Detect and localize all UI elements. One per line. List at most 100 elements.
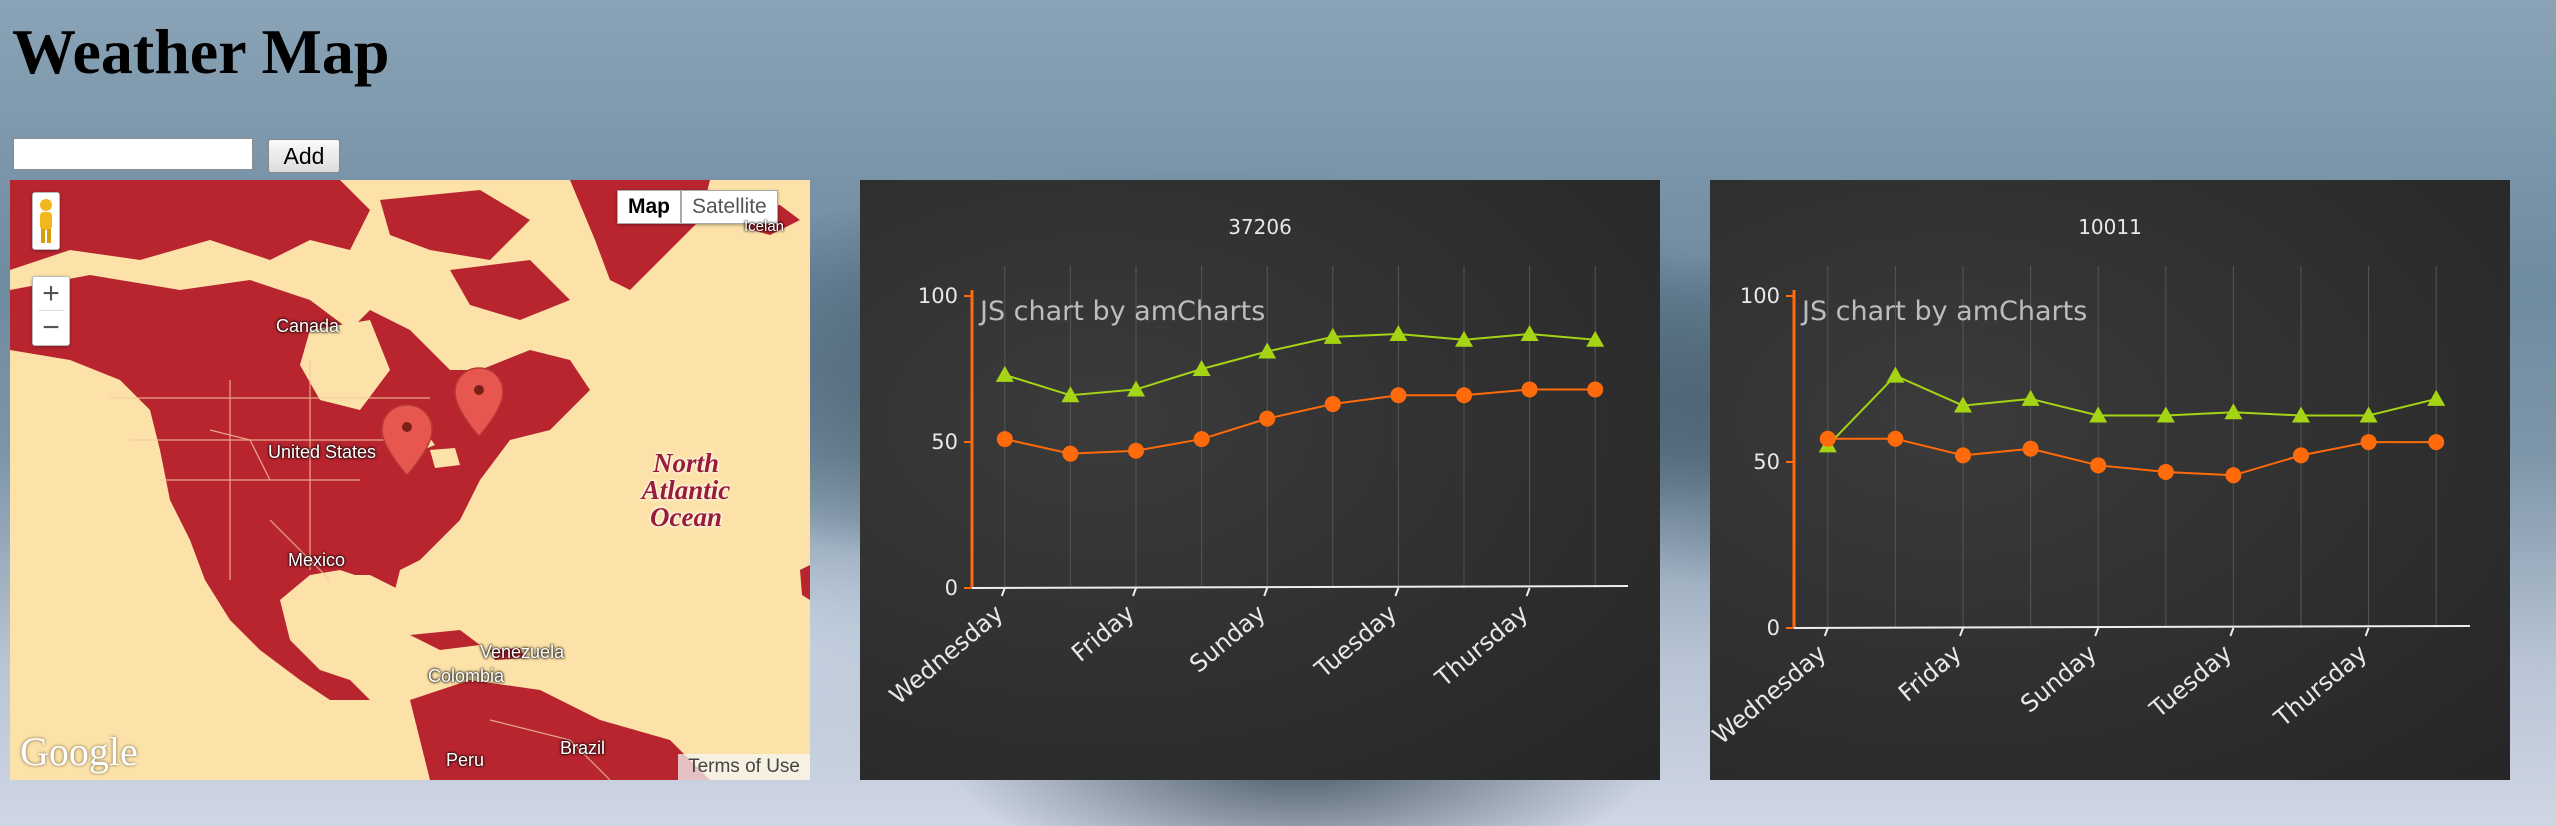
x-tick-label: Thursday bbox=[1429, 599, 1533, 693]
map-type-map-button[interactable]: Map bbox=[617, 190, 681, 224]
weather-chart-1[interactable]: 37206 0 50 100 Wednesday Friday Sunday Tuesday T… bbox=[860, 180, 1660, 780]
data-point-circle bbox=[2293, 447, 2309, 464]
data-point-triangle bbox=[2224, 403, 2243, 420]
zoom-out-button[interactable]: − bbox=[33, 311, 69, 344]
data-point-triangle bbox=[1127, 380, 1145, 397]
map-label-colombia: Colombia bbox=[428, 666, 505, 686]
data-point-triangle bbox=[2089, 406, 2108, 423]
chart-plot[interactable]: 10011 0 50 100 Wednesday Friday Sunday Tuesday T… bbox=[1710, 180, 2510, 780]
data-point-triangle bbox=[2427, 389, 2446, 406]
x-tick bbox=[2094, 627, 2100, 637]
y-tick-label: 0 bbox=[1767, 616, 1780, 640]
x-tick-label: Tuesday bbox=[2144, 639, 2238, 724]
data-point-circle bbox=[2360, 434, 2377, 451]
data-point-triangle bbox=[2359, 406, 2378, 423]
data-point-triangle bbox=[2292, 406, 2310, 423]
series-line bbox=[1004, 388, 1596, 455]
data-point-circle bbox=[2090, 457, 2107, 474]
data-point-triangle bbox=[2156, 406, 2175, 423]
zoom-in-button[interactable]: + bbox=[33, 277, 69, 310]
google-logo: Google bbox=[20, 729, 138, 774]
chart-plot[interactable]: 37206 0 50 100 Wednesday Friday Sunday Tuesday T… bbox=[860, 180, 1660, 780]
x-tick bbox=[1959, 627, 1964, 637]
data-point-circle bbox=[1456, 387, 1472, 404]
series-line bbox=[1004, 332, 1596, 397]
data-point-circle bbox=[1955, 447, 1971, 464]
data-point-triangle bbox=[995, 365, 1014, 382]
data-point-triangle bbox=[1323, 327, 1342, 344]
map-marker[interactable] bbox=[454, 367, 504, 438]
street-view-pegman-icon[interactable] bbox=[32, 192, 60, 250]
data-point-triangle bbox=[1061, 386, 1080, 403]
data-point-circle bbox=[1128, 442, 1144, 459]
data-point-circle bbox=[2428, 434, 2445, 451]
chart-watermark: JS chart by amCharts bbox=[1800, 296, 2087, 327]
data-point-circle bbox=[1521, 381, 1538, 398]
data-point-triangle bbox=[1586, 330, 1605, 347]
data-point-triangle bbox=[1192, 360, 1211, 376]
zoom-control: + − bbox=[32, 276, 70, 346]
data-point-circle bbox=[2022, 440, 2039, 457]
weather-chart-2[interactable]: 10011 0 50 100 Wednesday Friday Sunday Tuesday T… bbox=[1710, 180, 2510, 780]
x-axis bbox=[1793, 625, 2471, 629]
zoom-divider bbox=[38, 310, 64, 311]
data-point-circle bbox=[1819, 430, 1836, 447]
map-label-venezuela: Venezuela bbox=[480, 642, 565, 662]
data-point-triangle bbox=[1389, 324, 1408, 341]
map-type-control: Map Satellite bbox=[617, 190, 778, 224]
data-point-circle bbox=[2225, 467, 2242, 484]
data-point-circle bbox=[996, 431, 1013, 448]
x-tick-label: Tuesday bbox=[1309, 599, 1403, 684]
map-type-satellite-button[interactable]: Satellite bbox=[681, 190, 778, 224]
map-label-peru: Peru bbox=[446, 750, 485, 770]
map-label-iceland: Icelan bbox=[744, 218, 785, 235]
x-tick bbox=[1132, 587, 1137, 597]
map-tiles[interactable] bbox=[10, 180, 810, 780]
terms-of-use-link[interactable]: Terms of Use bbox=[678, 754, 810, 780]
x-tick bbox=[1000, 587, 1006, 597]
data-point-circle bbox=[1324, 396, 1341, 413]
y-tick-label: 50 bbox=[931, 430, 958, 454]
chart-title: 10011 bbox=[2078, 215, 2142, 239]
map-label-united-states: United States bbox=[268, 442, 377, 462]
data-point-circle bbox=[1587, 381, 1604, 398]
map-label-north-atlantic-ocean: North Atlantic Ocean bbox=[641, 448, 731, 532]
x-tick bbox=[1263, 587, 1269, 597]
data-point-circle bbox=[1193, 431, 1210, 448]
data-point-triangle bbox=[1520, 324, 1539, 341]
weather-map[interactable]: + − Map Satellite Icelan Canada United S… bbox=[10, 180, 810, 780]
page-title: Weather Map bbox=[12, 16, 390, 87]
x-axis bbox=[971, 585, 1629, 589]
x-tick bbox=[1394, 587, 1400, 597]
series-line bbox=[1827, 437, 2437, 477]
series-line bbox=[1827, 374, 2437, 447]
y-tick-label: 100 bbox=[918, 284, 958, 308]
map-label-brazil: Brazil bbox=[560, 738, 606, 758]
x-tick-label: Friday bbox=[1066, 599, 1140, 667]
data-point-circle bbox=[1259, 410, 1276, 427]
add-button[interactable]: Add bbox=[268, 139, 340, 173]
data-point-circle bbox=[2157, 463, 2174, 480]
y-tick-label: 100 bbox=[1740, 284, 1780, 308]
data-point-circle bbox=[1390, 387, 1407, 404]
data-point-circle bbox=[1062, 445, 1079, 462]
location-input[interactable] bbox=[13, 138, 253, 170]
data-point-triangle bbox=[1954, 396, 1972, 413]
chart-title: 37206 bbox=[1228, 215, 1292, 239]
map-marker[interactable] bbox=[381, 404, 433, 477]
data-point-triangle bbox=[1258, 342, 1277, 359]
y-tick-label: 0 bbox=[945, 576, 958, 600]
x-tick-label: Sunday bbox=[1184, 599, 1271, 678]
x-tick-label: Thursday bbox=[2268, 639, 2372, 733]
chart-watermark: JS chart by amCharts bbox=[978, 296, 1265, 327]
map-label-canada: Canada bbox=[276, 316, 340, 336]
x-tick bbox=[2229, 627, 2235, 637]
x-tick bbox=[1525, 587, 1531, 597]
data-point-circle bbox=[1887, 430, 1904, 447]
y-tick-label: 50 bbox=[1753, 450, 1780, 474]
x-tick-label: Wednesday bbox=[1710, 639, 1832, 750]
x-tick bbox=[1823, 627, 1829, 637]
data-point-triangle bbox=[1455, 330, 1473, 347]
x-tick bbox=[2364, 627, 2370, 637]
x-tick-label: Friday bbox=[1893, 639, 1967, 707]
